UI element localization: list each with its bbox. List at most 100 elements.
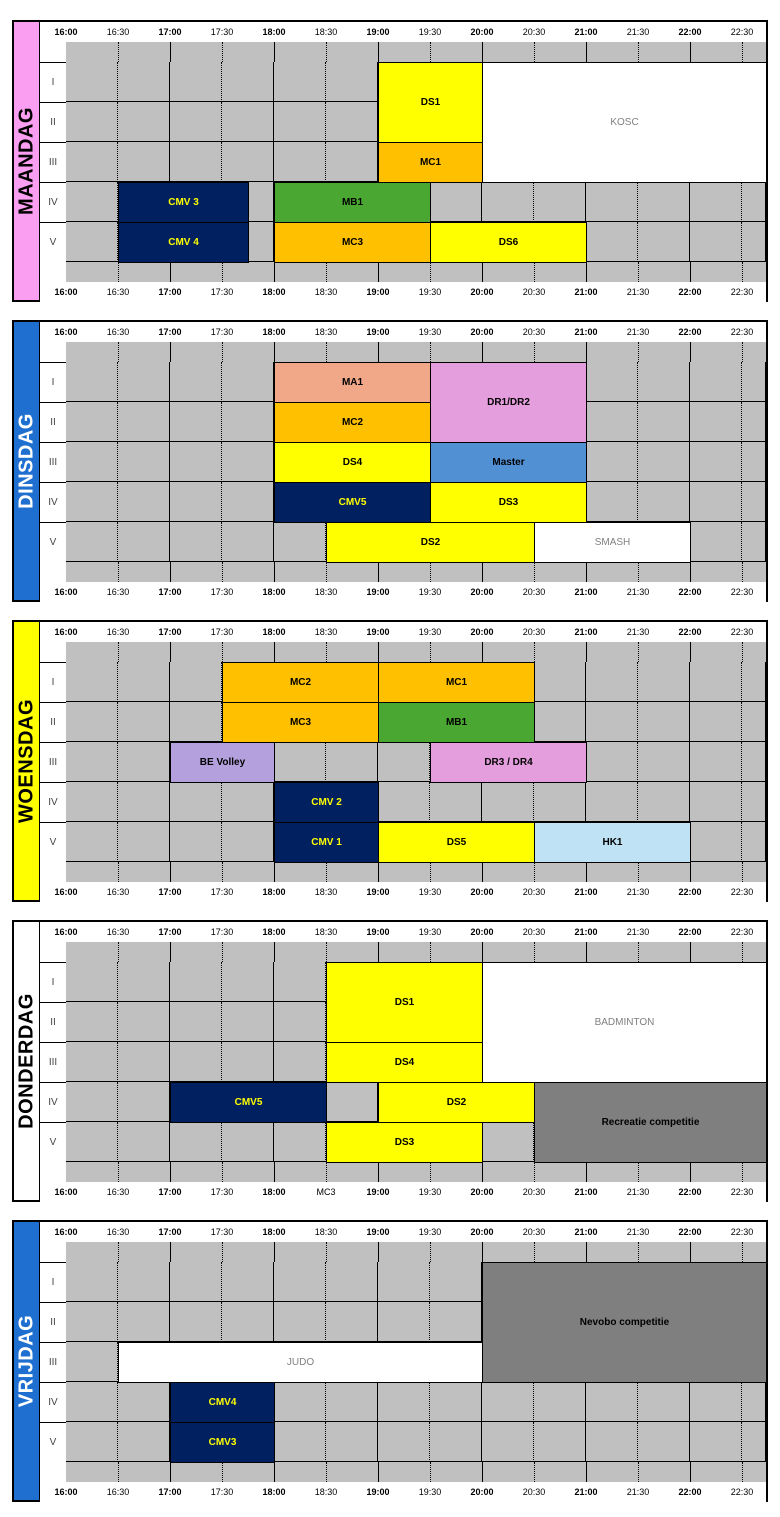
booking-cmv3[interactable]: CMV3 (170, 1422, 275, 1463)
grid-cell (170, 142, 222, 182)
booking-master[interactable]: Master (430, 442, 587, 483)
grid-cell (742, 782, 766, 822)
grid-tick (118, 1162, 119, 1182)
grid-cell (274, 1002, 326, 1042)
grid-cell (742, 1422, 766, 1462)
booking-mb1[interactable]: MB1 (378, 702, 535, 743)
grid-cell (742, 442, 766, 482)
grid-cell (66, 222, 118, 262)
booking-dr3-dr4[interactable]: DR3 / DR4 (430, 742, 587, 783)
grid-tick (586, 1242, 587, 1262)
booking-ds2[interactable]: DS2 (326, 522, 535, 563)
grid-tick (690, 642, 691, 662)
time-label: 17:00 (158, 587, 182, 597)
grid-cell (118, 1422, 170, 1462)
booking-smash[interactable]: SMASH (534, 522, 691, 563)
booking-mb1[interactable]: MB1 (274, 182, 431, 223)
booking-be-volley[interactable]: BE Volley (170, 742, 275, 783)
booking-recreatie-competitie[interactable]: Recreatie competitie (534, 1082, 767, 1163)
court-label: V (40, 222, 66, 262)
booking-ma1[interactable]: MA1 (274, 362, 431, 403)
time-label: 22:00 (678, 327, 702, 337)
booking-ds4[interactable]: DS4 (326, 1042, 483, 1083)
grid-cell (274, 1422, 326, 1462)
grid-cell (66, 1382, 118, 1422)
booking-ds3[interactable]: DS3 (326, 1122, 483, 1163)
grid-cell (378, 1382, 430, 1422)
booking-cmv4[interactable]: CMV4 (170, 1382, 275, 1423)
time-label: 18:30 (314, 287, 338, 297)
booking-ds1[interactable]: DS1 (326, 962, 483, 1043)
booking-kosc[interactable]: KOSC (482, 62, 767, 183)
booking-mc1[interactable]: MC1 (378, 662, 535, 703)
booking-badminton[interactable]: BADMINTON (482, 962, 767, 1083)
grid-cell (118, 1122, 170, 1162)
booking-ds2[interactable]: DS2 (378, 1082, 535, 1123)
court-label: II (40, 1302, 66, 1342)
grid-tick (326, 1162, 327, 1182)
grid-cell (118, 482, 170, 522)
time-label: 18:00 (262, 1487, 286, 1497)
grid-cell (690, 742, 742, 782)
time-label: 17:30 (210, 1227, 234, 1237)
grid-tick (222, 942, 223, 962)
time-label: 17:00 (158, 887, 182, 897)
grid-cell (170, 962, 222, 1002)
booking-ds6[interactable]: DS6 (430, 222, 587, 263)
grid-tick (482, 342, 483, 362)
time-label: 22:00 (678, 1187, 702, 1197)
booking-cmv-3[interactable]: CMV 3 (118, 182, 249, 223)
booking-judo[interactable]: JUDO (118, 1342, 483, 1383)
booking-mc2[interactable]: MC2 (274, 402, 431, 443)
booking-mc3[interactable]: MC3 (222, 702, 379, 743)
booking-cmv-2[interactable]: CMV 2 (274, 782, 379, 823)
grid-cell (638, 482, 690, 522)
booking-dr1-dr2[interactable]: DR1/DR2 (430, 362, 587, 443)
grid-tick (326, 1242, 327, 1262)
booking-ds3[interactable]: DS3 (430, 482, 587, 523)
grid-tick (482, 1242, 483, 1262)
grid-cell (638, 442, 690, 482)
grid-band (66, 42, 766, 62)
grid-cell (170, 822, 222, 862)
booking-ds1[interactable]: DS1 (378, 62, 483, 143)
time-label: 19:30 (418, 1227, 442, 1237)
grid-tick (118, 642, 119, 662)
grid-tick (170, 1242, 171, 1262)
booking-hk1[interactable]: HK1 (534, 822, 691, 863)
time-label: 19:00 (366, 287, 390, 297)
time-label: 21:30 (626, 1487, 650, 1497)
grid-cell (66, 662, 118, 702)
grid-tick (326, 342, 327, 362)
booking-nevobo-competitie[interactable]: Nevobo competitie (482, 1262, 767, 1383)
grid-cell (326, 1422, 378, 1462)
time-label: 18:30 (314, 1227, 338, 1237)
booking-ds5[interactable]: DS5 (378, 822, 535, 863)
grid-band (66, 862, 766, 882)
booking-mc2[interactable]: MC2 (222, 662, 379, 703)
booking-cmv5[interactable]: CMV5 (274, 482, 431, 523)
booking-ds4[interactable]: DS4 (274, 442, 431, 483)
booking-cmv-4[interactable]: CMV 4 (118, 222, 249, 263)
grid-cell (326, 1082, 378, 1122)
grid-tick (586, 642, 587, 662)
time-label: 17:00 (158, 1227, 182, 1237)
time-label: 20:00 (470, 587, 494, 597)
grid-cell (586, 222, 638, 262)
grid-cell (534, 662, 586, 702)
grid-tick (482, 942, 483, 962)
grid-tick (118, 342, 119, 362)
grid-tick (742, 262, 743, 282)
grid-cell (66, 1422, 118, 1462)
time-label: 18:00 (262, 627, 286, 637)
grid-tick (378, 1162, 379, 1182)
court-label: V (40, 822, 66, 862)
grid-cell (638, 782, 690, 822)
booking-cmv-1[interactable]: CMV 1 (274, 822, 379, 863)
booking-mc3[interactable]: MC3 (274, 222, 431, 263)
booking-cmv5[interactable]: CMV5 (170, 1082, 327, 1123)
grid-tick (534, 342, 535, 362)
grid-cell (66, 482, 118, 522)
booking-mc1[interactable]: MC1 (378, 142, 483, 183)
time-label: 21:00 (574, 887, 598, 897)
